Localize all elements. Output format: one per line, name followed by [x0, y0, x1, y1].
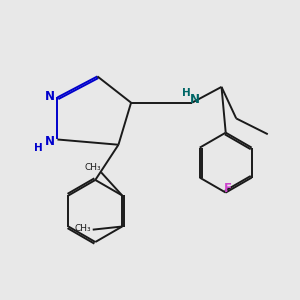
Text: H: H: [34, 143, 43, 153]
Text: N: N: [45, 90, 55, 103]
Text: N: N: [45, 135, 55, 148]
Text: F: F: [224, 182, 232, 195]
Text: H: H: [182, 88, 191, 98]
Text: CH₃: CH₃: [84, 163, 101, 172]
Text: N: N: [190, 93, 200, 106]
Text: CH₃: CH₃: [75, 224, 92, 233]
